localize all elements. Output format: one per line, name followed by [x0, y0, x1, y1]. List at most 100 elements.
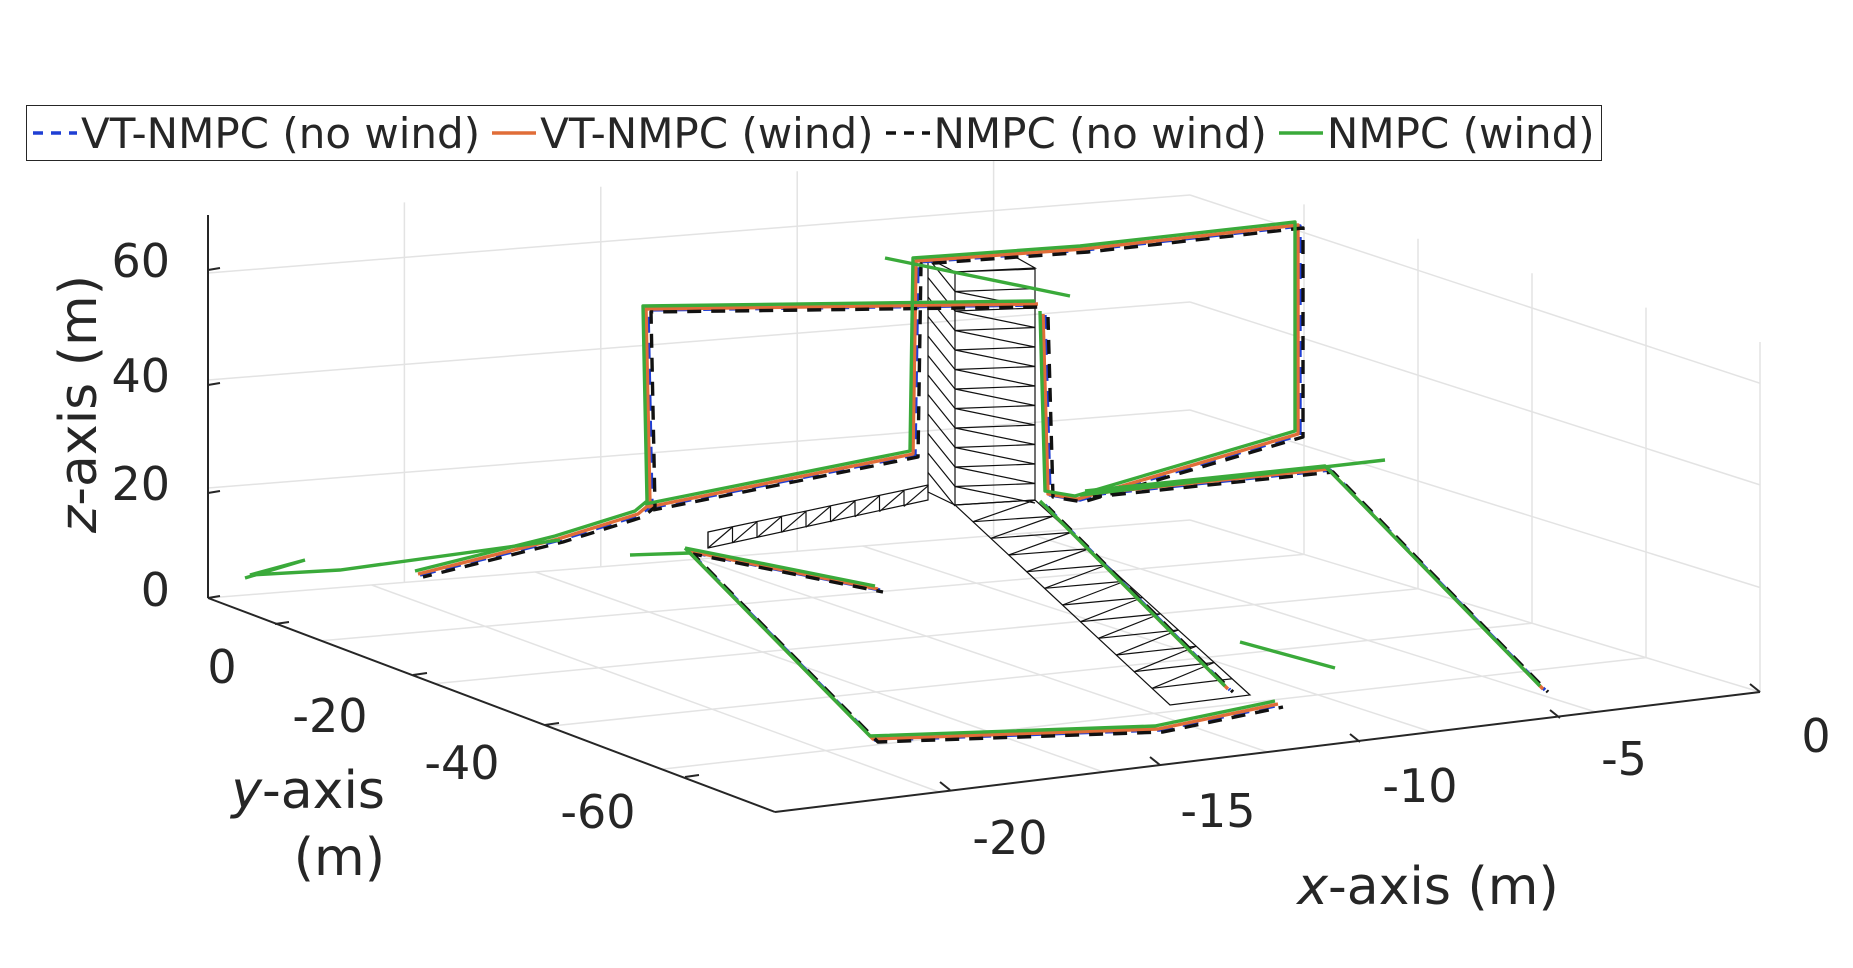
tower-brace	[927, 433, 956, 468]
arm-right-rung	[1044, 580, 1125, 589]
z-tick-mark	[207, 267, 221, 271]
axes	[207, 215, 1761, 813]
floor-grid-line	[862, 545, 1432, 733]
z-tick-mark	[207, 595, 221, 599]
arm-left-brace	[732, 521, 758, 544]
tower-brace	[954, 349, 1036, 368]
z-axis-label: z-axis (m)	[49, 275, 109, 534]
tower-brace	[927, 394, 956, 429]
series-nmpc-wind-segment	[1079, 458, 1386, 497]
tower-brace	[954, 388, 1036, 407]
series-vt-nmpc-wind-segment	[647, 223, 1300, 509]
x-tick-mark	[1549, 709, 1561, 719]
tower-rung	[954, 346, 1036, 351]
arm-right-brace	[1062, 580, 1125, 606]
arm-right-brace	[1133, 645, 1197, 673]
y-tick-0: 0	[207, 640, 236, 694]
legend-swatch-nmpc-no-wind	[885, 131, 930, 135]
arm-left-brace	[830, 500, 856, 523]
arm-right-brace	[990, 515, 1054, 539]
wall-grid-line	[207, 194, 1191, 274]
arm-right-rung	[990, 531, 1071, 539]
tower-brace	[927, 452, 956, 487]
legend: VT-NMPC (no wind) VT-NMPC (wind) NMPC (n…	[26, 105, 1602, 161]
series-vt-nmpc-wind-segment	[686, 549, 1279, 741]
arm-right-brace	[972, 499, 1036, 523]
tower-brace	[927, 257, 956, 292]
series-nmpc-wind-extra	[244, 256, 1386, 670]
arm-right-brace	[1116, 629, 1179, 656]
y-axis-label: y-axis	[229, 761, 385, 821]
x-tick-mark	[1349, 733, 1361, 743]
arm-right-brace	[1044, 564, 1107, 589]
arm-right-rung	[972, 515, 1053, 523]
tower-rung	[954, 463, 1036, 468]
arm-right-rung	[1098, 629, 1179, 639]
z-tick-20: 20	[111, 457, 170, 511]
series-vt-nmpc-wind-segment	[687, 549, 879, 591]
tower-rung	[954, 307, 1036, 312]
series-nmpc-no-wind-segment	[422, 305, 1044, 579]
series-nmpc-wind-segment	[884, 256, 1071, 298]
series-nmpc-wind	[414, 220, 1542, 738]
tower-rung	[954, 287, 1036, 293]
series-nmpc-wind-segment	[1239, 640, 1336, 670]
series-nmpc-no-wind-segment	[691, 552, 1284, 744]
x-tick-0: 0	[1801, 709, 1830, 763]
series-vt-nmpc-no-wind-segment	[419, 303, 1041, 577]
tower-brace	[954, 427, 1036, 446]
arm-left-brace	[879, 490, 905, 513]
z-tick-60: 60	[111, 234, 170, 288]
series-nmpc-wind-segment	[629, 551, 691, 557]
floor-grid-line	[1026, 532, 1597, 713]
y-tick-mark	[412, 672, 428, 676]
y-tick-neg20: -20	[292, 689, 367, 743]
legend-label-nmpc-no-wind: NMPC (no wind)	[933, 108, 1267, 158]
legend-item-vt-nmpc-no-wind: VT-NMPC (no wind)	[31, 109, 480, 158]
arm-right-brace	[1026, 548, 1089, 573]
arm-left-brace	[805, 505, 831, 528]
z-tick-mark	[207, 382, 221, 386]
arm-left-brace	[854, 495, 880, 518]
x-axis-line	[774, 691, 1761, 813]
series-nmpc-wind-segment	[683, 546, 1276, 738]
tower-brace	[954, 329, 1036, 348]
legend-item-nmpc-no-wind: NMPC (no wind)	[884, 109, 1267, 158]
series-vt-nmpc-wind-segment	[417, 302, 1039, 576]
legend-swatch-vt-nmpc-wind	[492, 131, 537, 135]
arm-right-brace	[1080, 596, 1143, 623]
series-nmpc-no-wind-segment	[692, 552, 884, 594]
tower-brace	[927, 335, 956, 370]
tower-brace	[954, 446, 1036, 465]
y-tick-mark	[684, 774, 700, 778]
tower-rung	[954, 404, 1036, 410]
series-nmpc-wind-segment	[244, 538, 561, 580]
tower-rung	[954, 326, 1036, 332]
series-vt-nmpc-no-wind-segment	[688, 550, 1281, 742]
series-nmpc-wind-segment	[644, 220, 1297, 506]
series-nmpc-wind-segment	[1038, 499, 1227, 688]
y-axis-line	[207, 597, 776, 813]
series-nmpc-no-wind-segment	[652, 226, 1305, 512]
tower-rung	[954, 424, 1036, 429]
arm-right-rung	[1008, 548, 1089, 556]
wall-grid-line	[1189, 519, 1761, 693]
series-nmpc-no-wind-segment	[1092, 470, 1550, 694]
floor-grid-line	[371, 584, 940, 793]
tower-rung	[954, 365, 1036, 371]
tower-outline	[927, 258, 1036, 506]
arm-left-brace	[707, 526, 733, 549]
arm-left-brace	[781, 510, 807, 533]
x-tick-neg15: -15	[1180, 784, 1255, 838]
arm-left-brace	[903, 484, 929, 507]
arm-right-brace	[1098, 613, 1161, 639]
arm-right-rung	[1062, 596, 1143, 606]
z-tick-mark	[207, 490, 221, 494]
legend-swatch-vt-nmpc-no-wind	[33, 131, 77, 135]
arm-right-brace	[1008, 531, 1072, 556]
legend-swatch-nmpc-wind	[1278, 131, 1323, 135]
tower-rung	[954, 482, 1036, 488]
series-nmpc-wind-segment	[684, 546, 876, 588]
z-tick-40: 40	[111, 349, 170, 403]
